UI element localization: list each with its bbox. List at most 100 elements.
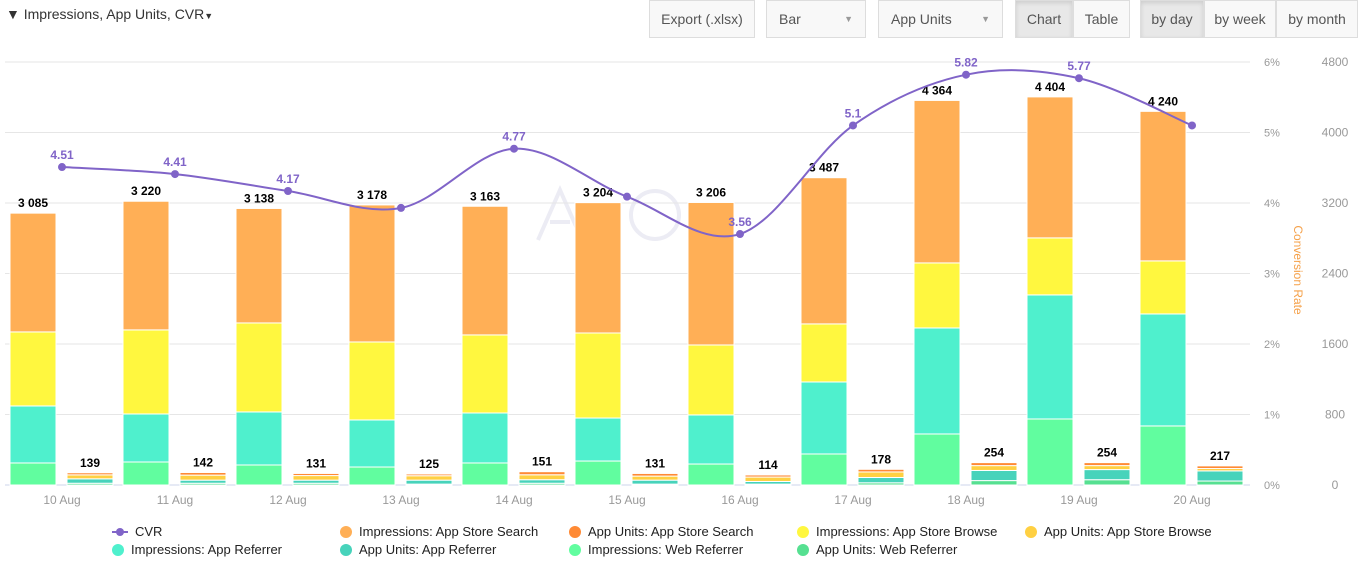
app_units-bar-segment (857, 468, 905, 473)
impressions-bar-segment (348, 466, 396, 486)
impressions-bar-segment (348, 341, 396, 421)
app_units-bar-segment (631, 475, 679, 481)
impressions-total-label: 3 487 (809, 161, 839, 175)
app_units-total-label: 125 (419, 457, 439, 471)
impressions-bar-segment (1026, 418, 1074, 486)
impressions-total-label: 4 364 (922, 83, 952, 97)
impressions-bar-segment (1026, 294, 1074, 420)
app_units-bar-segment (405, 475, 453, 481)
metric-select[interactable]: App Units ▼ (878, 0, 1003, 38)
impressions-bar-segment (574, 202, 622, 334)
cvr-point (736, 230, 744, 239)
legend-item[interactable]: Impressions: App Store Browse (797, 524, 997, 539)
app_units-bar-segment (66, 474, 114, 480)
chart-type-select[interactable]: Bar ▼ (766, 0, 866, 38)
legend-item[interactable]: App Units: Web Referrer (797, 542, 957, 557)
app_units-bar-segment (66, 478, 114, 484)
impressions-bar-segment (461, 412, 509, 464)
impressions-bar-segment (1139, 110, 1187, 262)
x-axis-tick: 20 Aug (1173, 493, 1210, 507)
right-axis-tick: 4% (1264, 198, 1280, 210)
right-axis-tick: 2% (1264, 339, 1280, 351)
cvr-point (58, 163, 66, 172)
app_units-bar-segment (405, 473, 453, 477)
cvr-line (61, 69, 1193, 238)
impressions-bar-segment (1139, 425, 1187, 486)
cvr-point (1188, 121, 1196, 130)
impressions-bar-segment (800, 177, 848, 325)
period-by-month-button[interactable]: by month (1276, 0, 1358, 38)
app_units-bar-segment (1083, 462, 1131, 467)
impressions-bar-segment (235, 207, 283, 324)
legend-label: App Units: App Referrer (359, 542, 497, 557)
legend-marker-icon (797, 543, 809, 556)
impressions-total-label: 3 163 (470, 189, 500, 203)
legend-item[interactable]: CVR (112, 524, 162, 539)
right-axis-tick: 6% (1264, 57, 1280, 69)
export-button[interactable]: Export (.xlsx) (649, 0, 755, 38)
cvr-label: 4.51 (50, 148, 74, 162)
impressions-bar-segment (574, 417, 622, 462)
filter-icon: ▼ (6, 6, 20, 22)
right-axis-tick: 3% (1264, 269, 1280, 281)
impressions-bar-segment (913, 327, 961, 435)
x-axis-tick: 11 Aug (157, 493, 193, 507)
impressions-bar-segment (461, 205, 509, 336)
stacked-bar-chart: 0 0% 800 1% 1600 2% 2400 3% 3200 4% 4000 5% 4800 6% Co… (5, 55, 1349, 507)
legend-label: Impressions: App Referrer (131, 542, 283, 557)
app_units-bar-segment (518, 471, 566, 476)
impressions-bar-segment (122, 461, 170, 486)
impressions-bar-segment (461, 334, 509, 414)
legend-item[interactable]: App Units: App Store Search (569, 524, 753, 539)
impressions-bar-segment (461, 462, 509, 486)
app_units-bar-segment (1196, 470, 1244, 482)
legend-marker-icon (569, 525, 581, 538)
app_units-total-label: 254 (1097, 446, 1117, 460)
legend-label: App Units: App Store Search (588, 524, 754, 539)
app_units-bar-segment (970, 480, 1018, 486)
legend-item[interactable]: Impressions: App Store Search (340, 524, 538, 539)
view-table-button[interactable]: Table (1073, 0, 1130, 38)
period-by-week-button[interactable]: by week (1204, 0, 1276, 38)
right-axis-tick: 1% (1264, 410, 1280, 422)
app_units-bar-segment (631, 472, 679, 477)
app_units-total-label: 131 (306, 456, 326, 470)
impressions-total-label: 3 204 (583, 186, 613, 200)
app_units-bar-segment (405, 479, 453, 485)
x-axis-tick: 17 Aug (834, 493, 871, 507)
right-axis-tick: 0% (1264, 480, 1280, 492)
x-axis-tick: 13 Aug (382, 493, 419, 507)
chevron-down-icon: ▼ (844, 14, 853, 24)
impressions-bar-segment (687, 344, 735, 416)
app_units-bar-segment (1196, 465, 1244, 470)
left-axis-tick: 1600 (1322, 337, 1349, 351)
legend-marker-icon (340, 525, 352, 538)
left-axis-tick: 4800 (1322, 55, 1349, 69)
right-axis-title: Conversion Rate (1291, 225, 1305, 315)
impressions-bar-segment (122, 200, 170, 331)
impressions-bar-segment (913, 99, 961, 264)
left-axis-tick: 0 (1332, 478, 1339, 492)
view-chart-button[interactable]: Chart (1015, 0, 1073, 38)
legend-item[interactable]: App Units: App Referrer (340, 542, 496, 557)
cvr-point (171, 170, 179, 179)
left-axis-tick: 4000 (1322, 126, 1349, 140)
cvr-label: 3.56 (728, 215, 752, 229)
legend-item[interactable]: Impressions: Web Referrer (569, 542, 743, 557)
x-axis-tick: 16 Aug (721, 493, 758, 507)
impressions-total-label: 3 220 (131, 184, 161, 198)
app_units-total-label: 139 (80, 456, 100, 470)
metrics-filter-dropdown[interactable]: ▼ Impressions, App Units, CVR▼ (6, 6, 213, 22)
impressions-total-label: 3 206 (696, 185, 726, 199)
legend-item[interactable]: Impressions: App Referrer (112, 542, 282, 557)
app_units-bar-segment (179, 474, 227, 481)
cvr-point (962, 70, 970, 79)
app_units-total-label: 142 (193, 455, 213, 469)
legend-label: CVR (135, 524, 163, 539)
period-by-day-button[interactable]: by day (1140, 0, 1204, 38)
app_units-bar-segment (1083, 465, 1131, 471)
legend-item[interactable]: App Units: App Store Browse (1025, 524, 1212, 539)
legend-marker-icon (1025, 525, 1037, 538)
metric-value: App Units (891, 11, 952, 27)
app_units-bar-segment (66, 472, 114, 476)
